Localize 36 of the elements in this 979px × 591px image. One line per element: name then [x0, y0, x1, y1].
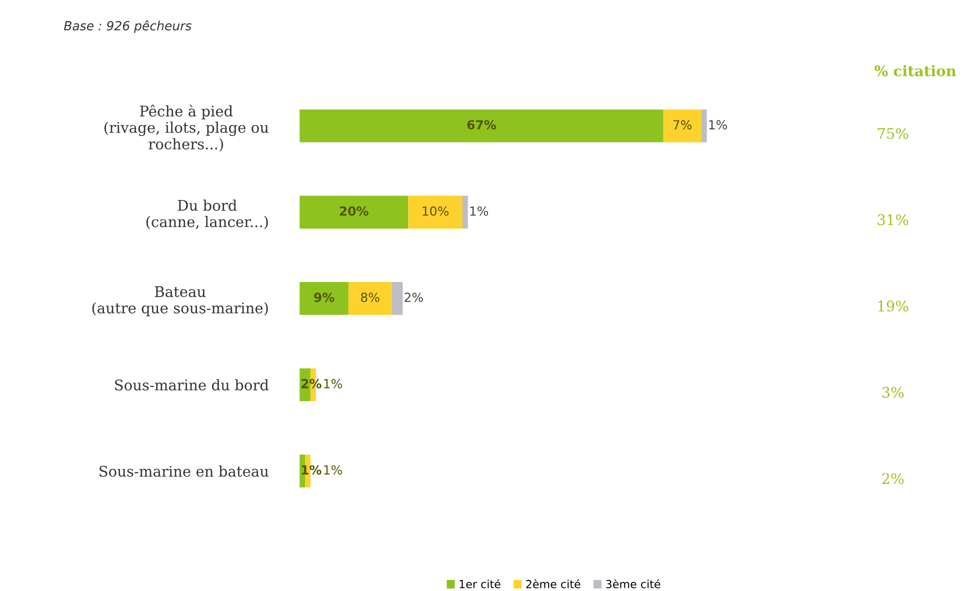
bar — [300, 196, 408, 229]
data-label: 1% — [324, 378, 342, 388]
data-label: 10% — [422, 206, 448, 216]
data-label: 67% — [467, 120, 496, 130]
data-label: 1% — [709, 120, 727, 130]
y-tick-label: Sous-marine en bateau — [100, 465, 268, 477]
data-label: 2% — [302, 378, 322, 388]
data-label: 9% — [314, 292, 334, 302]
data-label: 2% — [404, 292, 423, 302]
y-tick-label: Du bord (canne, lancer...) — [146, 200, 268, 230]
data-label: 7% — [673, 120, 692, 130]
legend-label: 2ème cité — [526, 579, 580, 588]
text: 75% — [878, 128, 908, 139]
text: 3% — [882, 386, 904, 398]
legend-label: 3ème cité — [606, 579, 660, 588]
bar — [408, 196, 462, 229]
text: Base : 926 pêcheurs — [64, 20, 192, 33]
bar — [348, 282, 392, 315]
bar — [663, 109, 702, 142]
legend-label: 1er cité — [460, 579, 500, 588]
text: 2% — [882, 473, 904, 484]
data-label: 1% — [470, 206, 488, 216]
text: 19% — [878, 300, 908, 312]
bar — [392, 282, 403, 315]
y-tick-label: Sous-marine du bord — [115, 379, 269, 390]
y-tick-label: Bateau (autre que sous-marine) — [92, 286, 268, 316]
bar — [462, 196, 468, 229]
bar — [300, 282, 348, 315]
data-label: 1% — [324, 465, 342, 475]
text: % citation — [874, 65, 956, 76]
text: 31% — [878, 214, 908, 226]
bar — [300, 109, 664, 142]
data-label: 8% — [361, 292, 380, 302]
data-label: 20% — [340, 206, 368, 216]
bar — [701, 109, 707, 142]
y-tick-label: Pêche à pied (rivage, ilots, plage ou rochers...) — [104, 104, 268, 152]
